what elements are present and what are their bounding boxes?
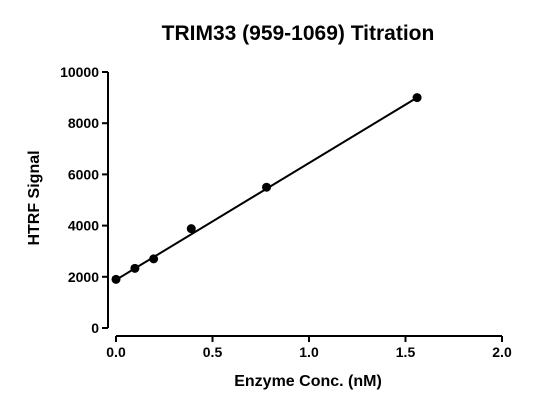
y-tick-label: 8000 bbox=[68, 115, 99, 131]
y-tick-label: 2000 bbox=[68, 269, 99, 285]
y-tick-label: 6000 bbox=[68, 166, 99, 182]
x-axis-label: Enzyme Conc. (nM) bbox=[234, 373, 382, 390]
data-point bbox=[149, 254, 159, 264]
data-point bbox=[186, 224, 196, 234]
x-tick-label: 1.0 bbox=[299, 344, 319, 360]
x-tick-label: 0.5 bbox=[203, 344, 223, 360]
y-tick-label: 4000 bbox=[68, 218, 99, 234]
y-tick-label: 0 bbox=[91, 320, 99, 336]
x-tick-label: 2.0 bbox=[492, 344, 512, 360]
chart-title: TRIM33 (959-1069) Titration bbox=[162, 22, 435, 45]
data-point bbox=[130, 263, 140, 273]
y-tick-label: 10000 bbox=[60, 64, 99, 80]
x-tick-label: 1.5 bbox=[396, 344, 416, 360]
data-point bbox=[262, 182, 272, 192]
data-point bbox=[111, 274, 121, 284]
plot-area: 0 2000 4000 6000 8000 10000 0.0 0.5 1.0 1.5 2.0 bbox=[60, 64, 512, 360]
y-axis-label: HTRF Signal bbox=[26, 150, 43, 245]
data-point bbox=[412, 93, 422, 103]
x-tick-label: 0.0 bbox=[106, 344, 126, 360]
